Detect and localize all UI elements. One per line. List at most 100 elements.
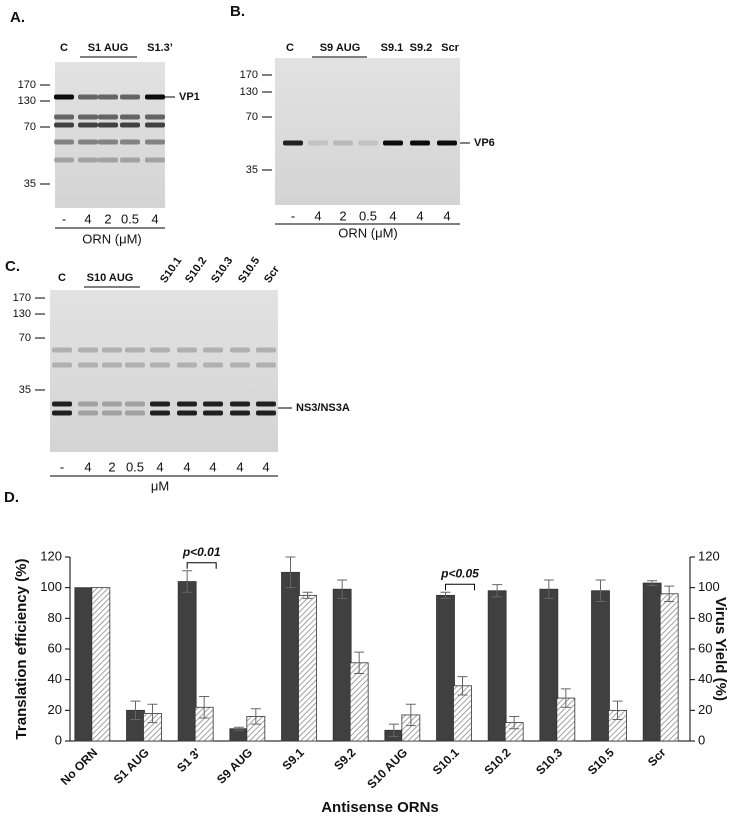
y2-axis-title: Virus Yield (%) [712,597,729,701]
concentration: 4 [209,459,216,474]
gel-band [358,140,378,146]
x-tick-label: Scr [645,745,669,769]
size-marker: 35 [19,384,31,396]
band-label: NS3/NS3A [296,402,350,414]
gel-band [256,347,276,353]
gel-band [145,122,165,128]
gel-band [78,139,98,145]
gel-band [203,362,223,368]
gel-band [256,410,276,416]
concentration: - [291,208,295,223]
concentration: 4 [389,208,396,223]
concentration: 4 [314,208,321,223]
significance-bracket [445,583,475,591]
lane-header: C [60,42,68,54]
error-bar [302,591,313,599]
y-tick-label: 60 [48,640,62,655]
gel-band [177,347,197,353]
y2-tick-label: 20 [698,702,712,717]
y-tick-label: 120 [40,548,62,563]
x-tick-label: S10.3 [533,745,565,777]
error-bar [147,703,158,724]
gel-band [102,410,122,416]
concentration: 4 [262,459,269,474]
lane-header: S10.2 [183,255,209,285]
gel-band [283,140,303,146]
size-marker: 35 [24,178,36,190]
lane-header: C [286,42,294,54]
gel-band [98,139,118,145]
gel-band [177,410,197,416]
concentration: 0.5 [359,208,377,223]
error-bar [130,700,141,721]
conc-unit: ORN (μM) [82,231,141,246]
lane-header: S10.5 [236,255,262,285]
gel-band [125,410,145,416]
bar [91,587,111,742]
error-bar [664,585,675,602]
lane-header: S9.2 [410,42,433,54]
gel-band [102,347,122,353]
conc-unit: ORN (μM) [338,225,397,240]
error-bar [337,579,348,599]
panel-label: C. [5,258,20,275]
bar [591,590,610,742]
gel-band [120,139,140,145]
y-tick-label: 40 [48,671,62,686]
gel-band [203,410,223,416]
size-marker: 170 [18,79,36,91]
gel-band [98,114,118,120]
gel-band [410,140,430,146]
error-bar [595,579,606,602]
error-bar [182,570,193,593]
gel-band [52,401,72,407]
error-bar [388,723,399,737]
gel-band [203,401,223,407]
gel-band [78,122,98,128]
gel-band [78,401,98,407]
x-tick-label: S1 AUG [111,745,152,786]
lane-header: Scr [441,42,459,54]
y2-tick-label: 60 [698,640,712,655]
gel-band [98,122,118,128]
gel-band [78,157,98,163]
gel-band [78,362,98,368]
gel-band [54,157,74,163]
size-marker: 35 [246,164,258,176]
size-marker: 70 [19,332,31,344]
error-bar [543,579,554,599]
concentration: - [62,211,66,226]
gel-band [54,94,74,100]
concentration: 4 [151,211,158,226]
bar [487,590,507,742]
panel-label: D. [4,489,19,506]
bar [177,581,197,742]
bar [74,587,94,742]
error-bar [199,696,210,719]
gel-image [50,290,278,452]
error-bar [250,708,261,725]
x-tick-label: S10.1 [430,745,462,777]
bar [281,571,300,742]
y-tick-label: 0 [55,732,62,747]
error-bar [612,700,623,721]
gel-image [55,62,165,208]
gel-band [145,94,165,100]
gel-band [102,401,122,407]
size-marker: 170 [13,292,31,304]
concentration: 4 [443,208,450,223]
gel-band [230,410,250,416]
panel-label: B. [230,3,245,20]
x-tick-label: S9.2 [331,745,359,773]
concentration: 4 [156,459,163,474]
error-bar [354,651,365,675]
gel-image [275,58,460,205]
gel-band [230,401,250,407]
lane-header: S1.3’ [147,42,173,54]
lane-header: S10 AUG [87,272,134,284]
error-bar [457,676,468,696]
bar [436,594,455,742]
size-marker: 70 [24,121,36,133]
concentration: 4 [84,211,91,226]
